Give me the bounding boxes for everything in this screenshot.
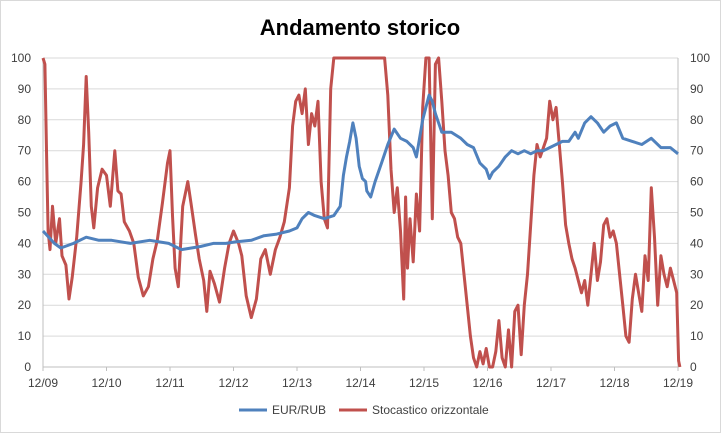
x-tick-label: 12/17 bbox=[536, 376, 566, 390]
y-tick-label-left: 10 bbox=[18, 329, 32, 343]
x-tick-label: 12/12 bbox=[218, 376, 248, 390]
x-tick-label: 12/15 bbox=[409, 376, 439, 390]
y-tick-label-right: 10 bbox=[690, 329, 704, 343]
y-tick-label-right: 40 bbox=[690, 236, 704, 250]
x-tick-label: 12/14 bbox=[345, 376, 375, 390]
y-tick-label-left: 30 bbox=[18, 267, 32, 281]
y-tick-label-left: 100 bbox=[11, 51, 31, 65]
x-tick-label: 12/10 bbox=[91, 376, 121, 390]
series-line-stocastico bbox=[41, 56, 682, 369]
y-tick-label-right: 90 bbox=[690, 82, 704, 96]
x-axis-labels: 12/09 12/10 12/11 12/12 12/13 12/14 12/15 12/16… bbox=[28, 376, 693, 390]
y-tick-label-left: 20 bbox=[18, 298, 32, 312]
y-tick-label-right: 30 bbox=[690, 267, 704, 281]
y-tick-label-right: 70 bbox=[690, 144, 704, 158]
y-tick-label-right: 100 bbox=[690, 51, 710, 65]
x-tick-label: 12/11 bbox=[155, 376, 184, 390]
legend: EUR/RUB Stocastico orizzontale bbox=[239, 403, 489, 417]
y-tick-label-right: 80 bbox=[690, 113, 704, 127]
y-axis-left-labels: 0 10 20 30 40 50 60 70 80 90 100 bbox=[11, 51, 31, 374]
legend-label-eur-rub: EUR/RUB bbox=[272, 403, 326, 417]
y-tick-label-left: 60 bbox=[18, 175, 32, 189]
y-tick-label-left: 40 bbox=[18, 236, 32, 250]
legend-label-stocastico: Stocastico orizzontale bbox=[372, 403, 489, 417]
y-tick-label-right: 0 bbox=[690, 360, 697, 374]
y-tick-label-left: 0 bbox=[24, 360, 31, 374]
series-lines bbox=[41, 56, 682, 369]
y-tick-label-right: 20 bbox=[690, 298, 704, 312]
x-tick-label: 12/19 bbox=[663, 376, 693, 390]
y-tick-label-left: 50 bbox=[18, 206, 32, 220]
x-tick-label: 12/13 bbox=[282, 376, 312, 390]
y-tick-label-right: 50 bbox=[690, 206, 704, 220]
y-tick-label-left: 90 bbox=[18, 82, 32, 96]
y-tick-label-left: 70 bbox=[18, 144, 32, 158]
chart-title: Andamento storico bbox=[260, 15, 460, 40]
x-tick-label: 12/18 bbox=[599, 376, 629, 390]
gridlines bbox=[42, 57, 679, 371]
x-tick-label: 12/09 bbox=[28, 376, 58, 390]
x-tick-label: 12/16 bbox=[472, 376, 502, 390]
y-tick-label-left: 80 bbox=[18, 113, 32, 127]
series-line-eur-rub bbox=[41, 93, 679, 252]
y-axis-right-labels: 0 10 20 30 40 50 60 70 80 90 100 bbox=[690, 51, 710, 374]
y-tick-label-right: 60 bbox=[690, 175, 704, 189]
